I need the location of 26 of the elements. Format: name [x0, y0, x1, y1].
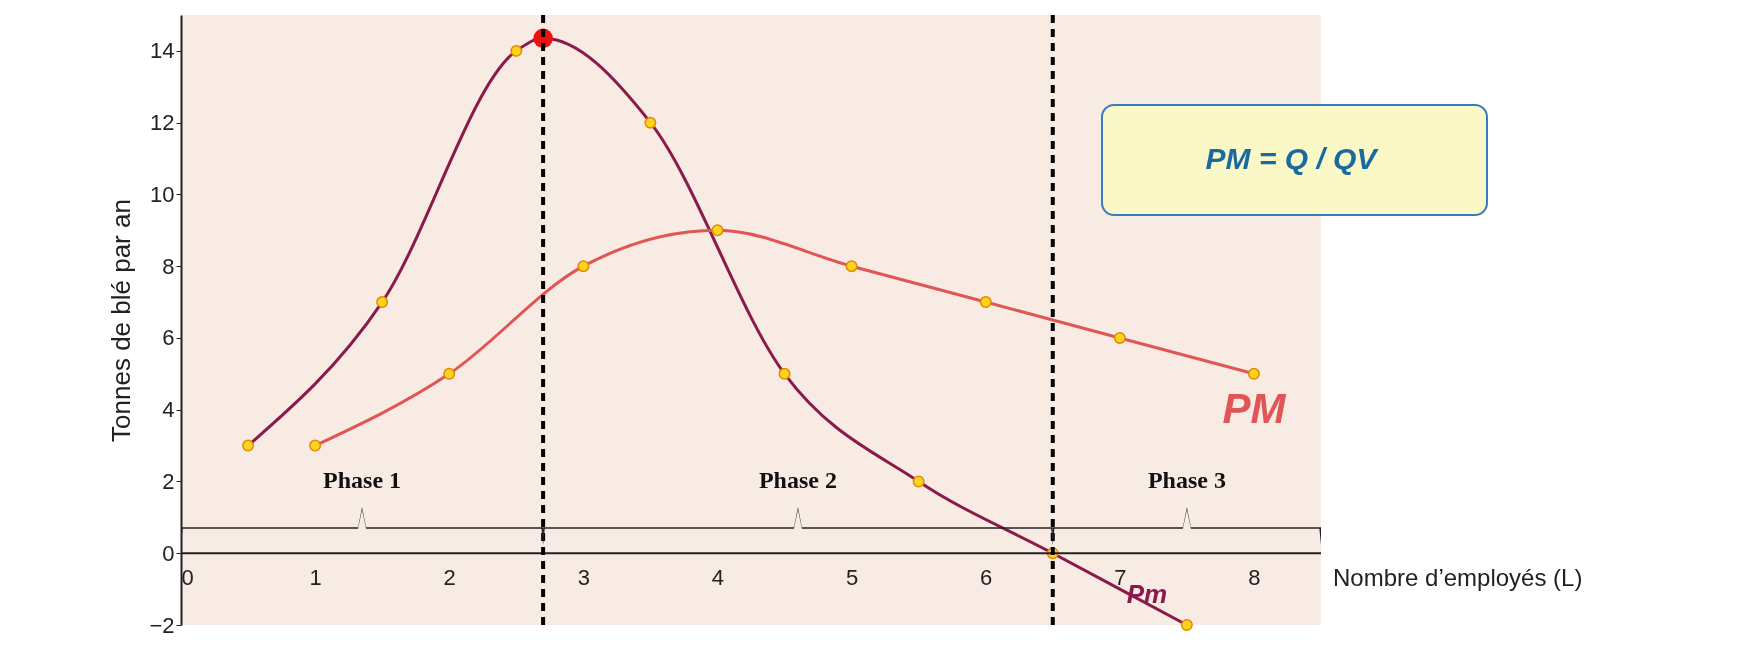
y-tick-label: 12 [150, 110, 175, 136]
x-axis-title: Nombre d’employés (L) [1333, 564, 1583, 591]
annotation: Phase 3 [1147, 467, 1226, 494]
y-tick-label: 14 [150, 38, 175, 64]
series-label: Pm [1126, 579, 1168, 609]
x-tick-label: 6 [980, 564, 993, 590]
y-tick-label: 4 [162, 397, 175, 423]
y-tick-label: 8 [162, 253, 175, 279]
y-axis-title: Tonnes de blé par an [106, 199, 137, 442]
x-tick-label: 1 [309, 564, 322, 590]
annotation: Phase 2 [758, 467, 837, 494]
x-tick-label: 0 [181, 564, 194, 590]
annotation: Phase 1 [323, 467, 402, 494]
x-tick-label: 5 [845, 564, 859, 590]
x-tick-label: 7 [1114, 564, 1127, 590]
y-tick-label: 0 [162, 540, 175, 566]
annotation: PM = Q / QV [1205, 142, 1380, 175]
x-tick-label: 8 [1248, 564, 1261, 590]
series-label: PM [1222, 384, 1287, 432]
x-tick-label: 4 [711, 564, 725, 590]
x-tick-label: 2 [443, 564, 456, 590]
x-tick-label: 3 [577, 564, 590, 590]
y-tick-label: −2 [149, 612, 175, 638]
y-tick-label: 10 [150, 181, 175, 207]
y-tick-label: 6 [162, 325, 175, 351]
y-tick-label: 2 [162, 468, 175, 494]
